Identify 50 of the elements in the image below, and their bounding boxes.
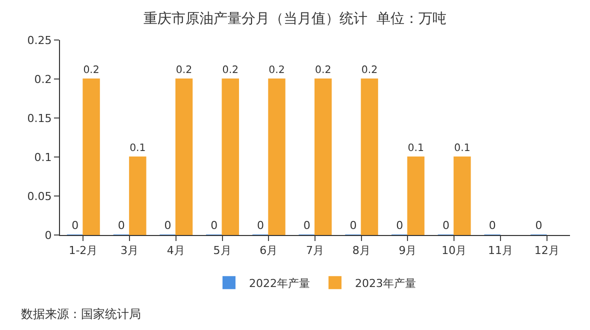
data-label: 0 bbox=[350, 219, 357, 232]
data-label: 0 bbox=[257, 219, 264, 232]
y-tick-label: 0.25 bbox=[27, 34, 52, 47]
legend-label: 2022年产量 bbox=[249, 276, 310, 290]
bar bbox=[222, 78, 239, 235]
data-label: 0 bbox=[396, 219, 404, 232]
x-tick-label: 1-2月 bbox=[68, 244, 98, 258]
bar bbox=[268, 78, 286, 235]
x-tick-label: 8月 bbox=[352, 244, 370, 258]
data-label: 0.2 bbox=[222, 65, 238, 76]
bar bbox=[82, 78, 100, 235]
data-label: 0 bbox=[303, 219, 310, 232]
y-tick-label: 0.2 bbox=[34, 72, 52, 86]
x-tick-label: 11月 bbox=[488, 244, 513, 258]
x-tick-label: 3月 bbox=[120, 244, 139, 258]
data-label: 0.1 bbox=[454, 143, 470, 154]
data-label: 0 bbox=[210, 219, 218, 232]
data-label: 0.2 bbox=[268, 65, 285, 76]
legend-label: 2023年产量 bbox=[355, 276, 416, 290]
x-tick-label: 7月 bbox=[306, 244, 324, 258]
data-label: 0.2 bbox=[361, 65, 378, 76]
data-label: 0 bbox=[164, 219, 172, 232]
bar bbox=[407, 156, 424, 235]
source-note: 数据来源：国家统计局 bbox=[21, 307, 141, 321]
data-label: 0.2 bbox=[315, 65, 332, 76]
bar bbox=[175, 78, 193, 235]
chart-title: 重庆市原油产量分月（当月值）统计 单位：万吨 bbox=[144, 11, 446, 27]
data-label: 0 bbox=[72, 219, 79, 232]
data-label: 0.1 bbox=[130, 143, 146, 154]
y-tick-label: 0.15 bbox=[27, 112, 52, 125]
bar bbox=[360, 78, 378, 235]
data-label: 0 bbox=[488, 219, 496, 232]
x-tick-label: 6月 bbox=[260, 244, 278, 258]
y-tick-label: 0.05 bbox=[27, 190, 52, 203]
x-tick-label: 12月 bbox=[534, 244, 560, 258]
bar bbox=[129, 156, 146, 235]
data-label: 0.2 bbox=[83, 65, 100, 76]
data-label: 0.2 bbox=[176, 65, 192, 76]
y-tick-label: 0.1 bbox=[34, 150, 52, 164]
x-tick-label: 9月 bbox=[398, 244, 417, 258]
x-tick-label: 4月 bbox=[166, 244, 185, 258]
bar bbox=[314, 78, 332, 235]
bar bbox=[454, 156, 471, 235]
x-tick-label: 10月 bbox=[442, 244, 467, 258]
x-tick-label: 5月 bbox=[213, 244, 232, 258]
data-label: 0 bbox=[118, 219, 125, 232]
data-label: 0.1 bbox=[408, 143, 424, 154]
data-label: 0 bbox=[442, 219, 450, 232]
data-label: 0 bbox=[535, 219, 542, 232]
y-tick-label: 0 bbox=[44, 228, 52, 242]
